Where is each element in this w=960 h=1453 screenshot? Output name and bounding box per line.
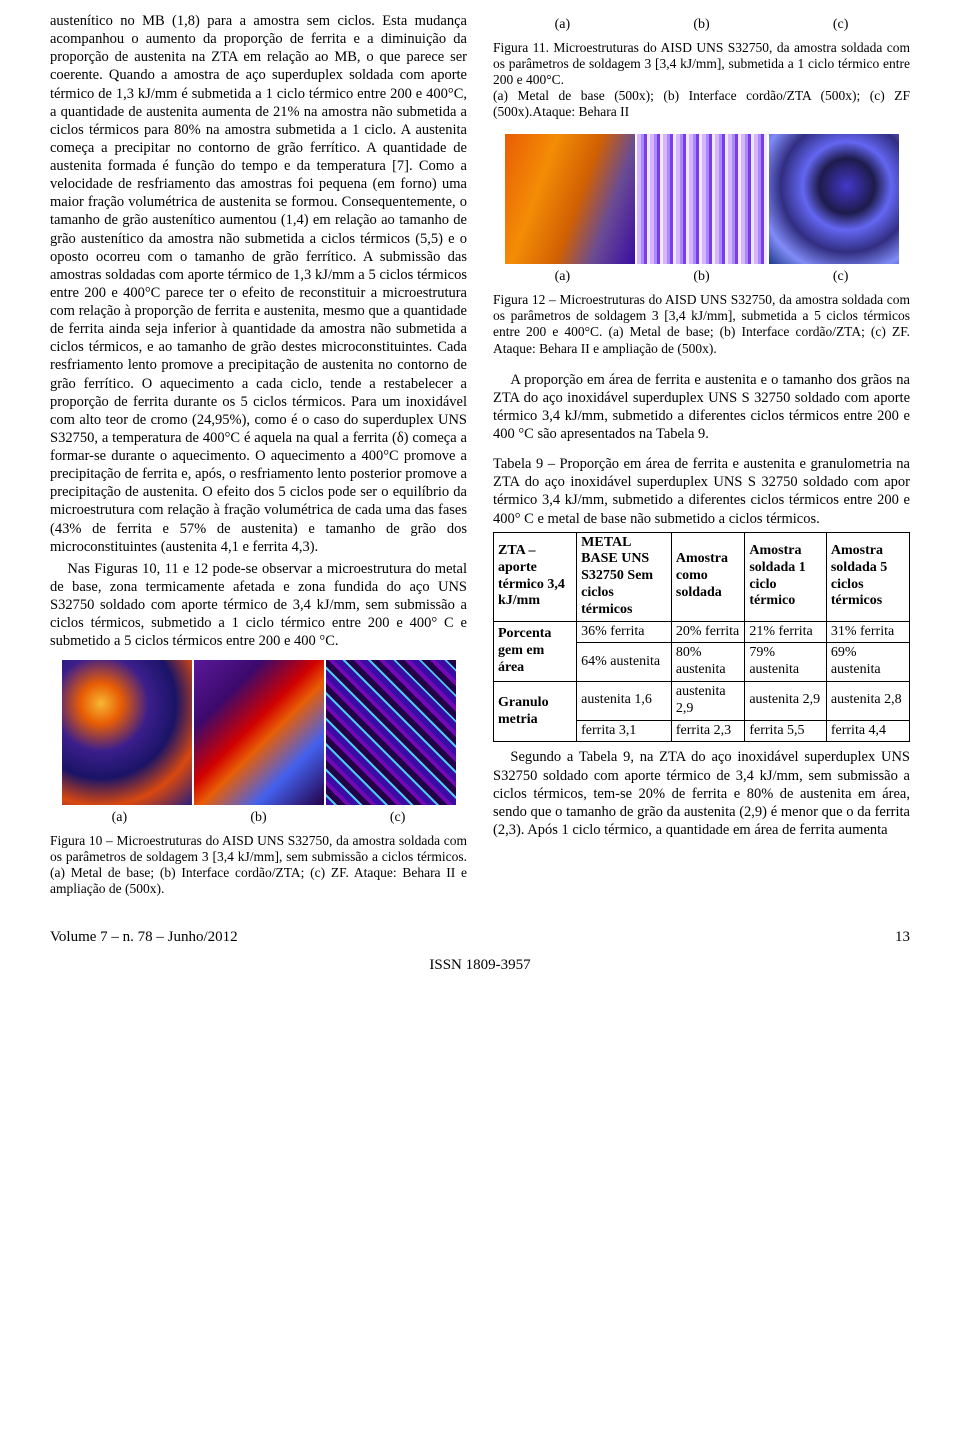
table-9: ZTA – aporte térmico 3,4 kJ/mm METAL BAS… (493, 532, 910, 743)
th-c1: ZTA – aporte térmico 3,4 kJ/mm (494, 532, 577, 621)
cell: austenita 2,9 (671, 682, 744, 721)
issn-label: ISSN 1809-3957 (50, 956, 910, 975)
fig12-image-b (637, 134, 767, 264)
body-paragraph-right-1: A proporção em área de ferrita e austeni… (493, 371, 910, 444)
body-paragraph-1: austenítico no MB (1,8) para a amostra s… (50, 12, 467, 556)
fig10-label-b: (b) (250, 809, 266, 827)
row-label-porcentagem: Porcenta gem em área (494, 621, 577, 681)
cell: 80% austenita (671, 643, 744, 682)
page-footer: Volume 7 – n. 78 – Junho/2012 13 (50, 928, 910, 947)
cell: 36% ferrita (577, 621, 672, 643)
th-c3: Amostra como soldada (671, 532, 744, 621)
fig10-image-c (326, 660, 456, 805)
fig11-label-b: (b) (693, 16, 709, 34)
figure-10-caption: Figura 10 – Microestruturas do AISD UNS … (50, 833, 467, 898)
figure-12-labels: (a) (b) (c) (493, 268, 910, 286)
row-label-granulometria: Granulo metria (494, 682, 577, 742)
table-row: Porcenta gem em área 36% ferrita 20% fer… (494, 621, 910, 643)
fig12-label-c: (c) (833, 268, 849, 286)
table-row: Granulo metria austenita 1,6 austenita 2… (494, 682, 910, 721)
figure-12-images (493, 134, 910, 264)
cell: ferrita 2,3 (671, 720, 744, 742)
figure-12-caption: Figura 12 – Microestruturas do AISD UNS … (493, 292, 910, 357)
fig10-image-b (194, 660, 324, 805)
table-row: ZTA – aporte térmico 3,4 kJ/mm METAL BAS… (494, 532, 910, 621)
cell: austenita 2,9 (745, 682, 827, 721)
cell: ferrita 4,4 (826, 720, 909, 742)
cell: 21% ferrita (745, 621, 827, 643)
cell: 20% ferrita (671, 621, 744, 643)
page-number: 13 (895, 928, 910, 947)
th-c4: Amostra soldada 1 ciclo térmico (745, 532, 827, 621)
th-c5: Amostra soldada 5 ciclos térmicos (826, 532, 909, 621)
fig11-label-c: (c) (833, 16, 849, 34)
figure-11-caption: Figura 11. Microestruturas do AISD UNS S… (493, 40, 910, 121)
fig10-label-a: (a) (112, 809, 128, 827)
fig12-image-c (769, 134, 899, 264)
fig12-label-a: (a) (555, 268, 571, 286)
cell: austenita 1,6 (577, 682, 672, 721)
th-c2: METAL BASE UNS S32750 Sem ciclos térmico… (577, 532, 672, 621)
cell: ferrita 5,5 (745, 720, 827, 742)
cell: 69% austenita (826, 643, 909, 682)
fig10-label-c: (c) (390, 809, 406, 827)
cell: 31% ferrita (826, 621, 909, 643)
figure-10-images (50, 660, 467, 805)
footer-left: Volume 7 – n. 78 – Junho/2012 (50, 928, 238, 947)
fig10-image-a (62, 660, 192, 805)
fig11-label-a: (a) (555, 16, 571, 34)
cell: austenita 2,8 (826, 682, 909, 721)
cell: ferrita 3,1 (577, 720, 672, 742)
cell: 79% austenita (745, 643, 827, 682)
body-paragraph-right-2: Segundo a Tabela 9, na ZTA do aço inoxid… (493, 748, 910, 839)
figure-10-labels: (a) (b) (c) (50, 809, 467, 827)
body-paragraph-2: Nas Figuras 10, 11 e 12 pode-se observar… (50, 560, 467, 651)
figure-11-labels: (a) (b) (c) (493, 16, 910, 34)
table-9-title: Tabela 9 – Proporção em área de ferrita … (493, 455, 910, 528)
fig12-image-a (505, 134, 635, 264)
fig12-label-b: (b) (693, 268, 709, 286)
cell: 64% austenita (577, 643, 672, 682)
